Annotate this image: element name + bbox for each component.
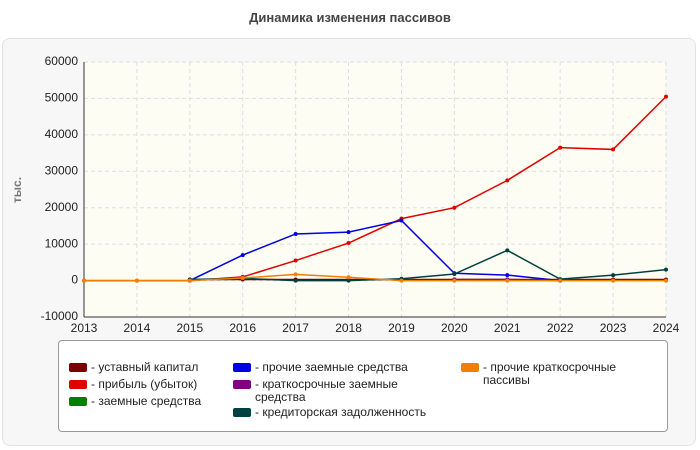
legend-label: уставный капитал: [91, 361, 198, 374]
point: [134, 278, 139, 283]
x-tick-label: 2016: [229, 321, 256, 335]
point: [399, 218, 404, 223]
y-tick-label: 20000: [45, 200, 79, 214]
point: [346, 275, 351, 280]
legend-swatch: [69, 363, 87, 372]
legend-label: прочие заемные средства: [255, 361, 407, 374]
y-tick-label: 60000: [45, 54, 79, 68]
point: [664, 267, 668, 272]
y-tick-label: -10000: [41, 309, 79, 323]
x-tick-label: 2021: [494, 321, 521, 335]
point: [346, 241, 351, 246]
legend-swatch: [233, 363, 251, 372]
series-line: [189, 249, 667, 282]
legend-item: кредиторская задолженность: [233, 406, 453, 419]
legend-item: заемные средства: [69, 395, 219, 408]
legend-label: краткосрочные заемные средства: [255, 378, 433, 404]
legend-item: прочие заемные средства: [233, 361, 433, 374]
point: [558, 278, 563, 283]
x-tick-label: 2017: [282, 321, 309, 335]
point: [346, 278, 351, 283]
legend-item: прочие краткосрочные пассивы: [461, 361, 641, 387]
legend-item: прибыль (убыток): [69, 378, 219, 391]
point: [611, 278, 616, 283]
point: [293, 258, 298, 263]
point: [293, 272, 298, 277]
x-tick-label: 2024: [653, 321, 680, 335]
point: [505, 178, 510, 183]
legend: уставный капитал прибыль (убыток) заемные …: [58, 340, 668, 432]
point: [293, 231, 298, 236]
point: [505, 248, 510, 253]
x-tick-label: 2013: [71, 321, 98, 335]
x-tick-label: 2020: [441, 321, 468, 335]
point: [611, 147, 616, 152]
series-line: [189, 219, 561, 282]
point: [664, 278, 668, 283]
x-tick-label: 2014: [124, 321, 151, 335]
point: [611, 273, 616, 278]
point: [664, 94, 668, 99]
x-tick-label: 2023: [600, 321, 627, 335]
legend-item: уставный капитал: [69, 361, 219, 374]
point: [452, 205, 457, 210]
y-tick-label: 40000: [45, 127, 79, 141]
point: [505, 273, 510, 278]
point: [293, 278, 298, 283]
point: [346, 230, 351, 235]
point: [505, 278, 510, 283]
legend-item: краткосрочные заемные средства: [233, 378, 433, 404]
y-axis-label: тыс.: [10, 177, 24, 203]
legend-swatch: [461, 363, 479, 372]
x-tick-label: 2019: [388, 321, 415, 335]
x-tick-label: 2018: [335, 321, 362, 335]
legend-swatch: [233, 380, 251, 389]
point: [558, 145, 563, 150]
y-tick-label: 10000: [45, 236, 79, 250]
plot-area: [84, 62, 666, 317]
legend-swatch: [69, 397, 87, 406]
y-tick-label: 0: [71, 273, 78, 287]
legend-label: прочие краткосрочные пассивы: [483, 361, 641, 387]
x-tick-label: 2022: [547, 321, 574, 335]
chart-title: Динамика изменения пассивов: [249, 10, 451, 25]
legend-label: кредиторская задолженность: [255, 406, 426, 419]
y-tick-label: 30000: [45, 163, 79, 177]
legend-swatch: [233, 408, 251, 417]
legend-label: прибыль (убыток): [91, 378, 197, 391]
y-tick-label: 50000: [45, 91, 79, 105]
legend-swatch: [69, 380, 87, 389]
legend-label: заемные средства: [91, 395, 201, 408]
point: [240, 253, 245, 258]
point: [399, 278, 404, 283]
point: [452, 272, 457, 277]
point: [240, 276, 245, 281]
point: [452, 278, 457, 283]
x-tick-label: 2015: [176, 321, 203, 335]
point: [187, 278, 192, 283]
point: [82, 278, 86, 283]
series-line: [84, 273, 666, 282]
